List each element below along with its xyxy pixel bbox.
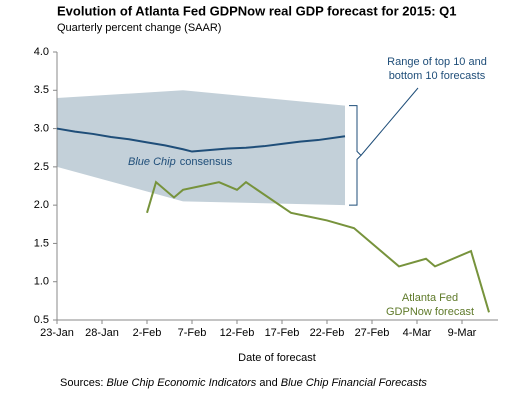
range-connector	[360, 87, 419, 156]
y-tick-label: 3.0	[34, 122, 49, 134]
x-tick-label: 28-Jan	[85, 327, 119, 339]
series-label-part: consensus	[180, 156, 233, 168]
x-tick-label: 27-Feb	[355, 327, 390, 339]
x-tick-label: 9-Mar	[448, 327, 477, 339]
range-label: bottom 10 forecasts	[389, 70, 486, 82]
range-bracket	[349, 105, 362, 206]
chart-subtitle: Quarterly percent change (SAAR)	[57, 22, 221, 34]
x-tick-label: 4-Mar	[403, 327, 432, 339]
x-tick-label: 17-Feb	[265, 327, 300, 339]
x-tick-label: 7-Feb	[178, 327, 207, 339]
series-label: Atlanta Fed	[402, 292, 458, 304]
series-line	[146, 180, 490, 313]
y-tick-label: 1.5	[34, 237, 49, 249]
source-part: and	[259, 377, 277, 389]
source-part: Blue Chip Financial Forecasts	[281, 377, 428, 389]
x-tick-label: 22-Feb	[310, 327, 345, 339]
range-band	[57, 90, 345, 206]
y-tick-label: 2.5	[34, 161, 49, 173]
x-tick-label: 23-Jan	[40, 327, 74, 339]
chart-title: Evolution of Atlanta Fed GDPNow real GDP…	[57, 3, 456, 18]
series-label-part: Blue Chip	[128, 156, 176, 168]
series-label: GDPNow forecast	[386, 306, 474, 318]
range-label: Range of top 10 and	[387, 56, 487, 68]
series-label: Blue Chip consensus	[128, 156, 233, 168]
y-tick-label: 1.0	[34, 276, 49, 288]
source: Sources: Blue Chip Economic Indicators a…	[60, 377, 427, 389]
series-line	[56, 127, 346, 153]
y-tick-label: 2.0	[34, 199, 49, 211]
x-tick-label: 2-Feb	[133, 327, 162, 339]
source-part: Sources:	[60, 377, 103, 389]
source-part: Blue Chip Economic Indicators	[106, 377, 256, 389]
x-tick-label: 12-Feb	[220, 327, 255, 339]
y-tick-label: 0.5	[34, 314, 49, 326]
y-tick-label: 3.5	[34, 84, 49, 96]
x-axis-label: Date of forecast	[238, 352, 316, 364]
y-tick-label: 4.0	[34, 46, 49, 58]
